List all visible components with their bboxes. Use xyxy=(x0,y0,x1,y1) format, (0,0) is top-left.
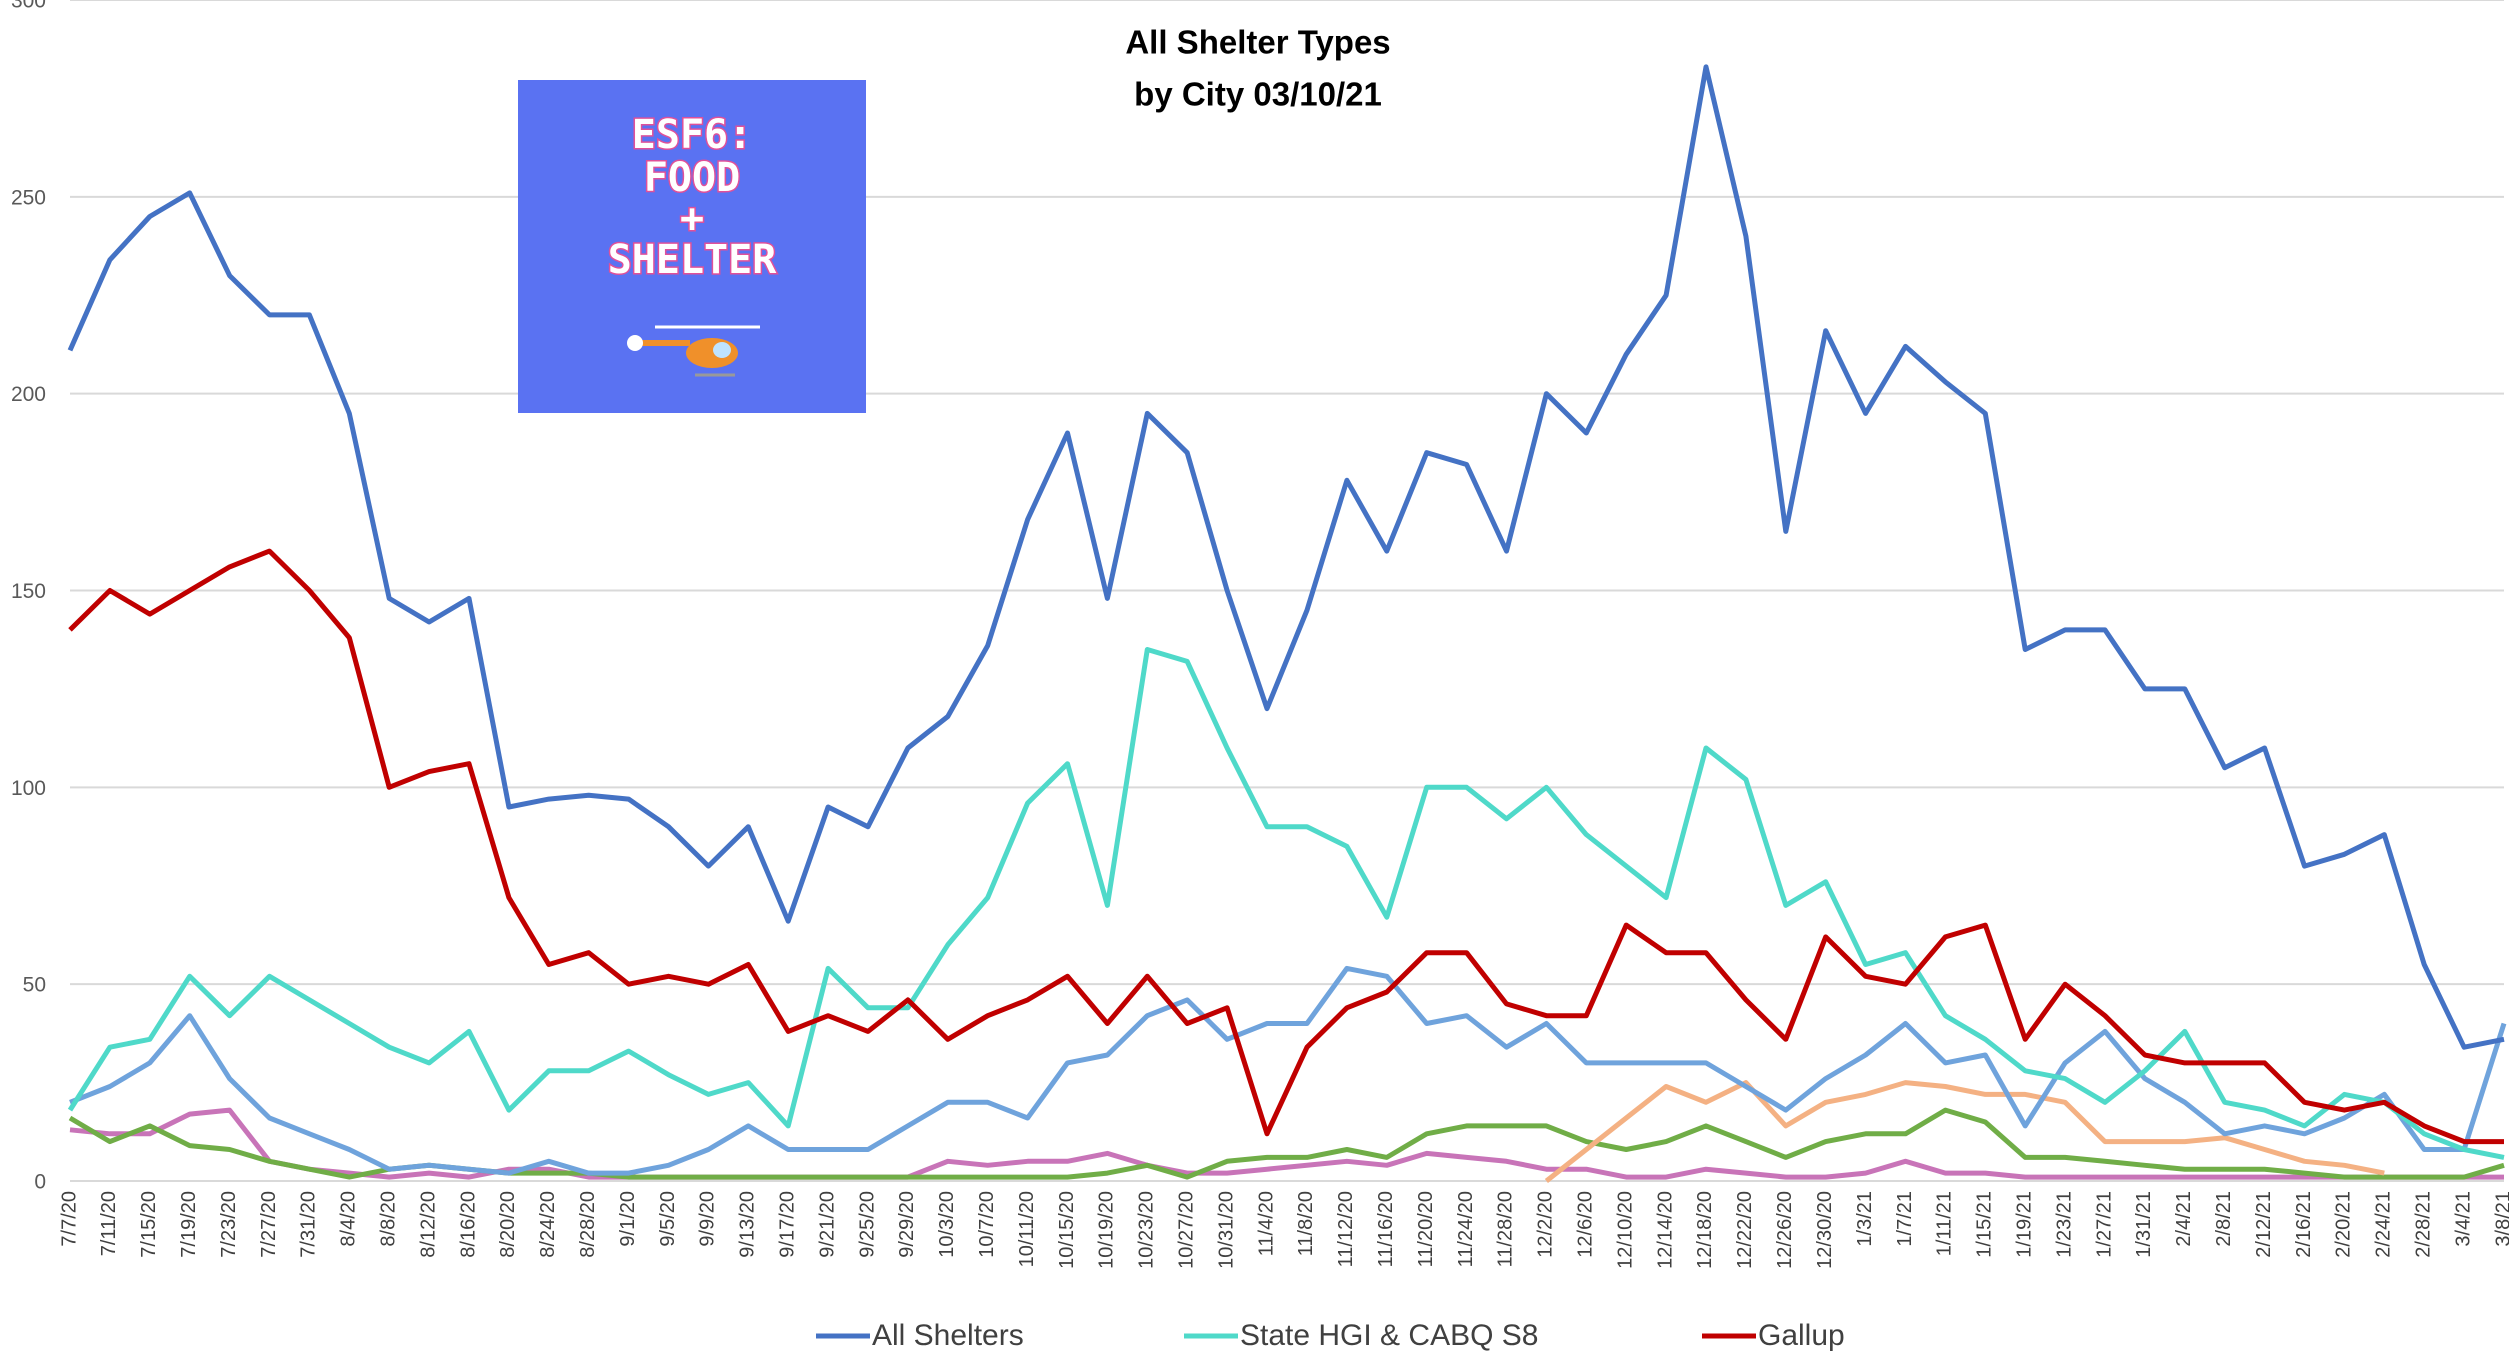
legend-label: Gallup xyxy=(1758,1319,1845,1352)
x-tick-label: 1/31/21 xyxy=(2133,1191,2155,1258)
x-tick-label: 1/3/21 xyxy=(1854,1191,1876,1247)
x-tick-label: 12/26/20 xyxy=(1774,1191,1796,1269)
x-tick-label: 7/19/20 xyxy=(178,1191,200,1258)
x-tick-label: 9/13/20 xyxy=(737,1191,759,1258)
x-tick-label: 10/15/20 xyxy=(1056,1191,1078,1269)
logo-text: SHELTER xyxy=(608,237,777,283)
x-tick-label: 7/27/20 xyxy=(258,1191,280,1258)
x-tick-label: 9/17/20 xyxy=(777,1191,799,1258)
x-tick-label: 10/7/20 xyxy=(976,1191,998,1258)
y-tick-label: 150 xyxy=(11,580,46,603)
x-tick-label: 7/31/20 xyxy=(298,1191,320,1258)
x-tick-label: 12/10/20 xyxy=(1614,1191,1636,1269)
x-tick-label: 12/18/20 xyxy=(1694,1191,1716,1269)
x-tick-label: 2/8/21 xyxy=(2213,1191,2235,1247)
x-tick-label: 8/20/20 xyxy=(497,1191,519,1258)
x-tick-label: 9/1/20 xyxy=(617,1191,639,1247)
x-tick-label: 12/6/20 xyxy=(1575,1191,1597,1258)
y-tick-label: 300 xyxy=(11,0,46,13)
x-tick-label: 8/16/20 xyxy=(457,1191,479,1258)
x-tick-label: 9/29/20 xyxy=(896,1191,918,1258)
x-tick-label: 2/16/21 xyxy=(2293,1191,2315,1258)
x-tick-label: 9/25/20 xyxy=(856,1191,878,1258)
x-tick-label: 12/22/20 xyxy=(1734,1191,1756,1269)
x-tick-label: 2/4/21 xyxy=(2173,1191,2195,1247)
chart-title: All Shelter Types xyxy=(1125,24,1390,61)
x-tick-label: 1/7/21 xyxy=(1894,1191,1916,1247)
x-tick-label: 7/15/20 xyxy=(138,1191,160,1258)
y-tick-label: 100 xyxy=(11,777,46,800)
x-tick-label: 2/24/21 xyxy=(2373,1191,2395,1258)
x-tick-label: 11/20/20 xyxy=(1415,1191,1437,1267)
x-tick-label: 2/12/21 xyxy=(2253,1191,2275,1258)
x-tick-label: 11/24/20 xyxy=(1455,1191,1477,1267)
x-tick-label: 11/28/20 xyxy=(1495,1191,1517,1267)
x-tick-label: 9/5/20 xyxy=(657,1191,679,1247)
x-tick-label: 11/8/20 xyxy=(1295,1191,1317,1256)
x-tick-label: 10/23/20 xyxy=(1136,1191,1158,1269)
x-tick-label: 3/4/21 xyxy=(2452,1191,2474,1247)
x-tick-label: 2/20/21 xyxy=(2333,1191,2355,1258)
series-line xyxy=(1546,1083,2384,1181)
x-tick-label: 10/11/20 xyxy=(1016,1191,1038,1267)
x-tick-label: 2/28/21 xyxy=(2412,1191,2434,1258)
x-tick-label: 10/27/20 xyxy=(1176,1191,1198,1269)
x-tick-label: 1/15/21 xyxy=(1974,1191,1996,1258)
legend: All Shelters State HGI & CABQ S8 Gallup xyxy=(816,1319,1845,1352)
x-tick-label: 8/24/20 xyxy=(537,1191,559,1258)
chart: 0 50 100 150 200 250 300 7/7/20 7/11/20 7/15/20 7/… xyxy=(0,0,2509,1354)
y-tick-label: 0 xyxy=(34,1171,46,1194)
x-tick-label: 9/9/20 xyxy=(697,1191,719,1247)
x-tick-label: 10/31/20 xyxy=(1215,1191,1237,1269)
logo-text: ESF6: xyxy=(632,112,752,158)
x-tick-label: 12/14/20 xyxy=(1654,1191,1676,1269)
x-tick-label: 7/7/20 xyxy=(58,1191,80,1247)
x-tick-label: 8/8/20 xyxy=(377,1191,399,1247)
x-tick-label: 8/4/20 xyxy=(338,1191,360,1247)
logo-text: + xyxy=(680,196,704,242)
x-tick-label: 1/23/21 xyxy=(2053,1191,2075,1258)
series-line xyxy=(70,650,2504,1158)
x-tick-label: 11/16/20 xyxy=(1375,1191,1397,1267)
chart-title: by City 03/10/21 xyxy=(1134,76,1382,113)
legend-label: State HGI & CABQ S8 xyxy=(1240,1319,1538,1352)
x-tick-label: 11/12/20 xyxy=(1335,1191,1357,1267)
x-tick-label: 3/8/21 xyxy=(2492,1191,2509,1247)
y-tick-label: 250 xyxy=(11,186,46,209)
series-line xyxy=(70,551,2504,1142)
x-tick-label: 1/27/21 xyxy=(2093,1191,2115,1258)
lines xyxy=(70,67,2504,1181)
x-tick-label: 1/19/21 xyxy=(2013,1191,2035,1258)
x-tick-label: 12/2/20 xyxy=(1535,1191,1557,1258)
legend-label: All Shelters xyxy=(872,1319,1024,1352)
x-tick-label: 8/28/20 xyxy=(577,1191,599,1258)
x-tick-label: 9/21/20 xyxy=(816,1191,838,1258)
x-tick-label: 7/23/20 xyxy=(218,1191,240,1258)
y-tick-label: 200 xyxy=(11,383,46,406)
x-tick-label: 7/11/20 xyxy=(98,1191,120,1256)
x-tick-label: 10/3/20 xyxy=(936,1191,958,1258)
x-tick-label: 1/11/21 xyxy=(1934,1191,1956,1256)
series-line xyxy=(70,67,2504,1047)
x-tick-label: 11/4/20 xyxy=(1255,1191,1277,1256)
x-tick-label: 12/30/20 xyxy=(1814,1191,1836,1269)
x-tick-label: 10/19/20 xyxy=(1096,1191,1118,1269)
y-tick-label: 50 xyxy=(23,974,46,997)
x-tick-label: 8/12/20 xyxy=(417,1191,439,1258)
logo-text: FOOD xyxy=(644,155,740,201)
